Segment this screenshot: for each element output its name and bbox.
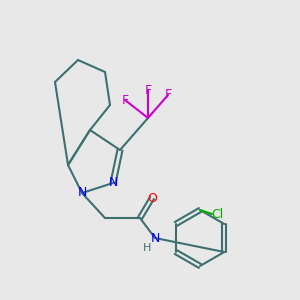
- Text: H: H: [143, 243, 151, 253]
- Text: F: F: [164, 88, 172, 101]
- Text: N: N: [150, 232, 160, 244]
- Text: N: N: [77, 187, 87, 200]
- Text: O: O: [147, 191, 157, 205]
- Text: F: F: [144, 83, 152, 97]
- Text: F: F: [122, 94, 129, 106]
- Text: Cl: Cl: [211, 208, 223, 220]
- Text: N: N: [108, 176, 118, 190]
